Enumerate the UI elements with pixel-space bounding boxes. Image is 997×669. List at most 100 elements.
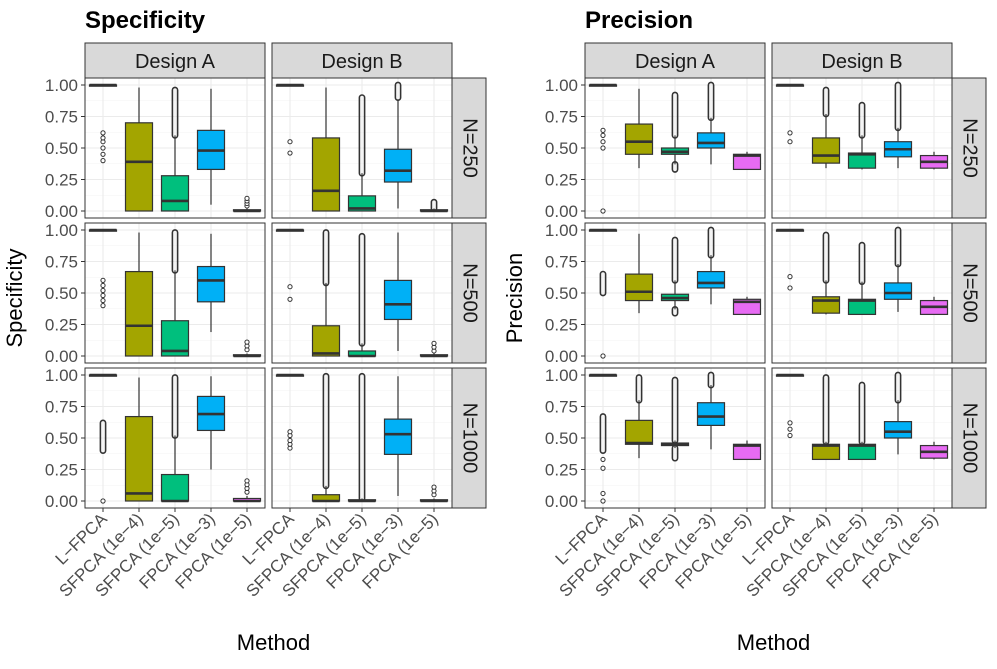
box-1 [311,87,341,212]
outlier-point [600,208,606,214]
outlier-cluster [671,160,679,173]
chart-title-specificity: Specificity [85,7,206,34]
box-2 [160,374,190,503]
outlier-cluster [671,236,679,284]
y-tick-label: 0.75 [545,253,578,272]
panel-border [771,222,953,364]
y-tick-label: 0.00 [45,202,78,221]
panel [84,222,266,364]
panel-border [84,77,266,219]
outlier-cluster [894,81,902,132]
box-1 [811,374,841,461]
strip-sample-size-label: N=250 [959,118,981,178]
box-3 [196,233,226,333]
box-1 [624,374,654,459]
strip-n-bg [451,222,487,364]
box-body [624,123,654,155]
outlier-point [787,285,793,291]
box-3 [196,88,226,205]
box-2 [347,94,377,212]
y-axis-title: Specificity [2,248,27,347]
outlier-point [100,303,106,309]
box-2 [160,229,190,357]
box-2 [660,236,690,317]
y-tick-label: 0.25 [45,316,78,335]
box-0 [775,83,805,145]
outlier-cluster [599,413,607,455]
panel [84,77,266,219]
outlier-cluster [394,81,402,102]
box-3 [196,376,226,470]
outlier-cluster [358,232,366,347]
box-body [124,122,154,212]
panel [271,367,453,509]
box-body [383,279,413,321]
outlier-point [600,139,606,145]
outlier-cluster [822,231,830,284]
panel [771,222,953,364]
box-1 [124,377,154,502]
outlier-point [787,432,793,439]
panel-border [84,222,266,364]
outlier-cluster [599,270,607,297]
y-tick-label: 1.00 [45,76,78,95]
outlier-cluster [707,81,715,122]
outlier-point [600,490,606,497]
box-1 [124,232,154,357]
y-tick-label: 0.00 [545,492,578,511]
strip-design-label: Design B [321,51,402,73]
y-tick-label: 0.50 [45,139,78,158]
strip-design-bg [771,42,953,79]
outlier-point [100,498,106,504]
box-0 [775,373,805,439]
box-4 [232,339,262,358]
x-axis-title: Method [237,630,310,655]
box-3 [383,376,413,496]
specificity-figure: Specificity Design A Design B N=250 N=500 N=1… [2,7,487,655]
y-tick-label: 0.50 [45,284,78,303]
outlier-point [244,195,250,201]
outlier-cluster [171,229,179,274]
box-body [196,265,226,303]
y-tick-label: 1.00 [545,76,578,95]
box-body [311,325,341,357]
strip-n-bg [451,367,487,509]
strip-n-bg [451,77,487,219]
outlier-point [287,437,293,444]
panel [84,367,266,509]
x-axis-title: Method [737,630,810,655]
panel [771,77,953,219]
panel-border [584,222,766,364]
outlier-point [287,284,293,290]
outlier-cluster [635,374,643,404]
box-body [696,132,726,149]
y-tick-label: 0.00 [545,202,578,221]
box-0 [275,228,305,302]
outlier-point [787,139,793,145]
box-body [696,270,726,289]
box-4 [732,151,762,171]
strip-n-bg [951,77,987,219]
strip-design-label: Design A [635,51,716,73]
box-4 [232,195,262,213]
box-1 [311,372,341,503]
panel [584,367,766,509]
box-body [696,402,726,427]
box-0 [88,83,118,164]
outlier-cluster [322,229,330,287]
outlier-point [431,484,437,490]
box-body [883,282,913,300]
y-tick-label: 0.75 [45,398,78,417]
box-3 [883,81,913,169]
precision-figure: Precision Design A Design B N=250 N=500 N=100… [502,7,987,655]
box-0 [588,373,618,504]
outlier-point [100,292,106,299]
outlier-cluster [358,94,366,177]
outlier-cluster [707,371,715,389]
box-body [383,418,413,455]
outlier-point [244,478,250,484]
outlier-point [100,282,106,289]
chart-title-precision: Precision [585,7,693,34]
box-2 [160,86,190,212]
